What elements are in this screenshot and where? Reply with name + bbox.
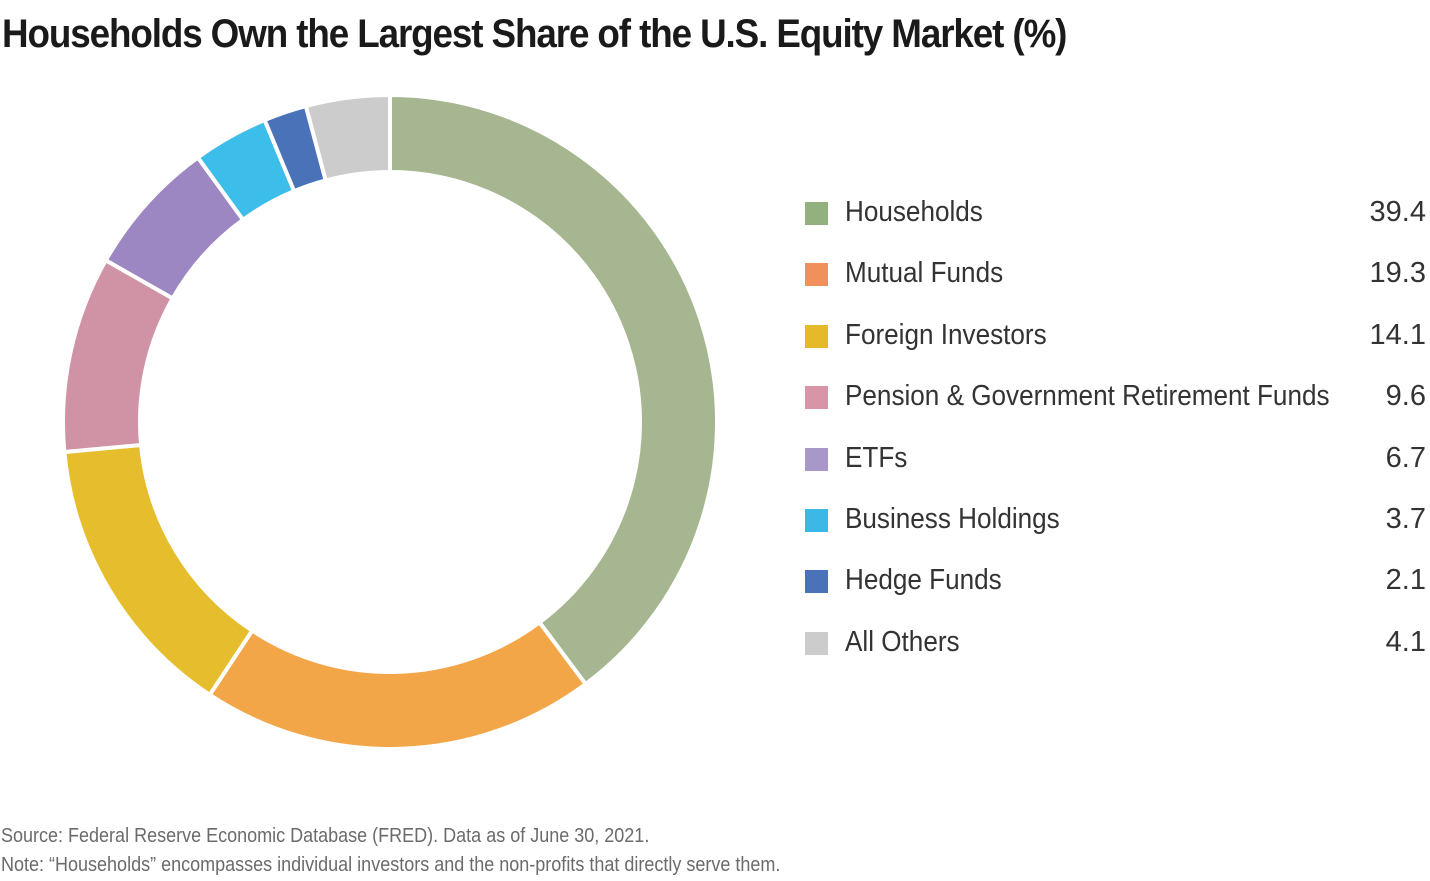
legend-swatch — [805, 447, 828, 471]
legend-label: Business Holdings — [845, 502, 1060, 535]
legend-swatch — [805, 508, 828, 532]
legend-label: Hedge Funds — [845, 564, 1002, 597]
legend-swatch — [805, 631, 828, 655]
legend-swatch — [805, 202, 828, 225]
legend-label: All Others — [845, 625, 960, 658]
legend-item-all-others: All Others 4.1 — [805, 612, 1430, 673]
donut-chart — [55, 88, 725, 758]
legend-value: 19.3 — [1369, 257, 1426, 290]
legend-label: Mutual Funds — [845, 257, 1004, 290]
legend-swatch — [805, 324, 828, 348]
legend-label: Households — [845, 196, 983, 228]
legend-item-hedge-funds: Hedge Funds 2.1 — [805, 550, 1430, 611]
chart-title: Households Own the Largest Share of the … — [2, 12, 1067, 56]
chart-legend: Households 39.4 Mutual Funds 19.3 Foreign In… — [805, 182, 1430, 673]
legend-label: Pension & Government Retirement Funds — [845, 380, 1330, 413]
legend-value: 9.6 — [1385, 380, 1426, 413]
households-note: Note: “Households” encompasses individua… — [1, 854, 781, 876]
legend-item-foreign-investors: Foreign Investors 14.1 — [805, 305, 1430, 366]
legend-swatch — [805, 263, 828, 287]
legend-value: 14.1 — [1369, 318, 1426, 351]
source-note: Source: Federal Reserve Economic Databas… — [1, 825, 650, 847]
donut-svg — [61, 92, 719, 751]
legend-item-etfs: ETFs 6.7 — [805, 428, 1430, 489]
legend-value: 2.1 — [1385, 564, 1426, 597]
donut-slice-mutual-funds — [206, 619, 589, 751]
donut-slice-households — [388, 92, 719, 687]
donut-slice-foreign-investors — [62, 442, 255, 698]
legend-item-households: Households 39.4 — [805, 182, 1430, 243]
legend-label: Foreign Investors — [845, 318, 1047, 351]
legend-swatch — [805, 570, 828, 594]
legend-value: 4.1 — [1385, 625, 1426, 658]
legend-value: 6.7 — [1385, 441, 1426, 474]
donut-slice-all-others — [303, 92, 392, 183]
footnotes: Source: Federal Reserve Economic Databas… — [1, 822, 867, 880]
legend-value: 39.4 — [1369, 196, 1426, 228]
legend-item-mutual-funds: Mutual Funds 19.3 — [805, 243, 1430, 304]
legend-value: 3.7 — [1385, 502, 1426, 535]
legend-item-business-holdings: Business Holdings 3.7 — [805, 489, 1430, 550]
legend-label: ETFs — [845, 441, 908, 474]
legend-item-pension-government-retirement-funds: Pension & Government Retirement Funds 9.6 — [805, 366, 1430, 427]
legend-swatch — [805, 386, 828, 410]
